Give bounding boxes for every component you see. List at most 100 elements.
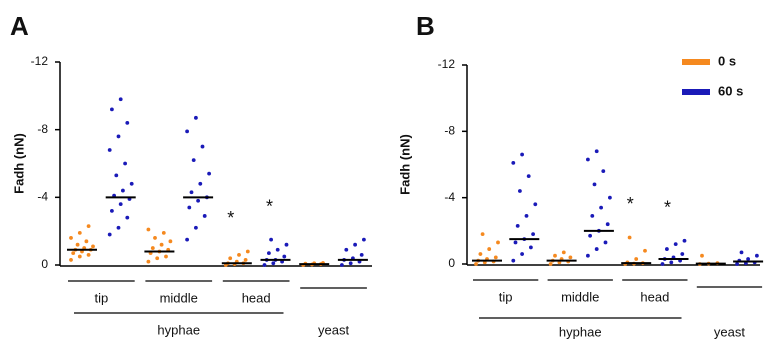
data-point [755, 253, 759, 258]
data-point [245, 249, 250, 254]
data-point [568, 255, 573, 260]
data-point [735, 262, 739, 266]
data-point [114, 173, 119, 178]
data-point [284, 242, 289, 247]
legend-label: 0 s [718, 53, 736, 68]
data-point [608, 195, 612, 200]
y-tick-label: -8 [37, 122, 48, 136]
data-point [592, 182, 597, 187]
data-point [682, 238, 687, 243]
group-label: hyphae [157, 322, 200, 337]
data-point [474, 262, 478, 266]
data-point [110, 208, 114, 213]
category-label: middle [160, 290, 198, 305]
data-point [125, 121, 130, 125]
data-point [529, 245, 533, 250]
data-point [553, 253, 557, 258]
data-point [590, 214, 595, 218]
data-point [107, 148, 112, 152]
data-point [511, 258, 516, 263]
y-axis-label: Fadh (nN) [397, 134, 412, 195]
data-point [86, 224, 91, 228]
data-point [202, 214, 207, 218]
data-point [594, 247, 599, 251]
data-point [643, 248, 647, 253]
category-label: middle [561, 289, 599, 304]
data-point [487, 247, 492, 251]
data-point [86, 252, 91, 257]
data-point [344, 247, 349, 252]
y-tick-label: -8 [444, 124, 455, 138]
data-point [75, 242, 80, 247]
data-point [599, 205, 603, 210]
data-point [673, 242, 678, 247]
data-point [207, 171, 212, 176]
data-point [107, 232, 112, 237]
data-point [496, 240, 500, 245]
y-tick-label: -4 [37, 190, 48, 204]
data-point [533, 202, 538, 207]
data-point [118, 97, 123, 102]
data-point [146, 259, 151, 264]
data-point [478, 252, 483, 256]
group-label: hyphae [559, 324, 602, 339]
data-point [71, 251, 76, 256]
data-point [746, 257, 750, 261]
data-point [586, 157, 590, 162]
data-point [121, 188, 125, 193]
data-point [77, 230, 82, 235]
data-point [362, 237, 366, 242]
data-point [520, 152, 524, 157]
y-tick-label: -4 [444, 190, 455, 204]
data-point [493, 255, 498, 260]
data-point [665, 247, 669, 251]
y-tick-label: 0 [448, 256, 455, 270]
data-point [513, 240, 518, 245]
data-point [155, 256, 160, 261]
data-point [185, 237, 190, 242]
data-point [77, 254, 82, 259]
data-point [269, 237, 273, 242]
group-label: yeast [714, 324, 745, 339]
y-tick-label: 0 [41, 257, 48, 271]
data-point [69, 236, 73, 240]
data-point [129, 181, 134, 186]
data-point [91, 244, 95, 249]
data-point [660, 262, 665, 266]
data-point [282, 254, 287, 259]
data-point [110, 107, 114, 112]
data-point [198, 181, 203, 186]
significance-mark: * [627, 194, 634, 214]
data-point [515, 223, 520, 228]
data-point [348, 261, 353, 266]
data-point [588, 233, 592, 238]
legend-label: 60 s [718, 83, 743, 98]
significance-mark: * [227, 208, 234, 228]
category-label: tip [94, 290, 108, 305]
data-point [601, 169, 606, 174]
data-point [526, 174, 531, 179]
data-point [185, 129, 190, 134]
data-point [739, 250, 744, 255]
data-point [634, 257, 639, 261]
data-point [524, 214, 529, 218]
y-tick-label: -12 [31, 54, 49, 68]
panel-label: B [416, 11, 435, 41]
significance-mark: * [266, 196, 273, 216]
data-point [275, 247, 280, 252]
panel-label: A [10, 11, 29, 41]
data-point [243, 258, 248, 262]
data-point [200, 144, 205, 149]
data-point [586, 253, 590, 258]
data-point [116, 134, 121, 139]
category-label: head [640, 289, 669, 304]
data-point [69, 258, 73, 262]
data-point [353, 242, 357, 247]
data-point [267, 251, 271, 256]
y-axis-label: Fadh (nN) [11, 133, 26, 194]
data-point [116, 225, 121, 230]
data-point [168, 239, 173, 244]
significance-mark: * [664, 198, 671, 218]
data-point [196, 198, 201, 203]
